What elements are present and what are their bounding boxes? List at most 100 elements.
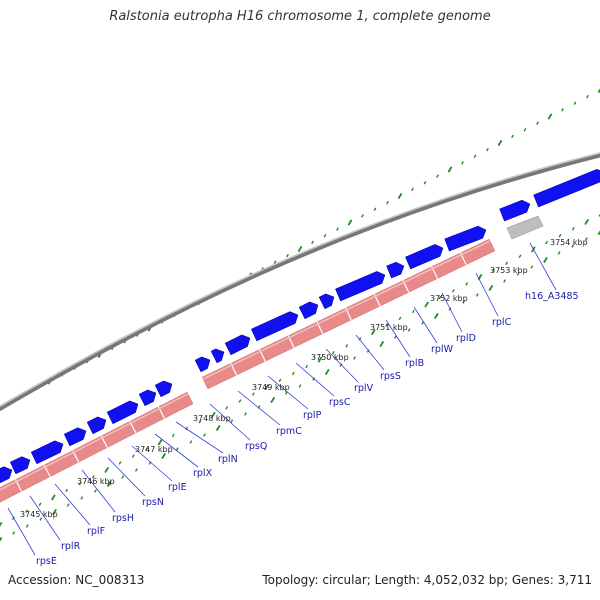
tick-mark: [185, 426, 189, 431]
gene-label-rplR[interactable]: rplR: [61, 541, 81, 552]
gene-label-rpsH[interactable]: rpsH: [112, 513, 134, 524]
tick-mark: [94, 489, 97, 493]
gene-label-rplE[interactable]: rplE: [168, 482, 187, 493]
gene-label-h16-A3485[interactable]: h16_A3485: [525, 291, 579, 302]
tick-mark: [244, 412, 247, 416]
tick-mark: [157, 439, 163, 446]
gene-label-rpsN[interactable]: rpsN: [142, 497, 164, 508]
kbp-label-3751: 3751 kbp: [370, 323, 408, 332]
gene-label-rplX[interactable]: rplX: [193, 468, 213, 479]
forward-gene-arrow[interactable]: [9, 456, 31, 475]
gene-label-rpsC[interactable]: rpsC: [329, 397, 351, 408]
label-connector: [413, 306, 438, 344]
tick-mark: [411, 187, 414, 192]
gene-label-rplP[interactable]: rplP: [303, 410, 322, 421]
tick-mark: [39, 517, 43, 521]
tick-mark: [558, 233, 562, 238]
forward-gene-arrow[interactable]: [318, 293, 335, 310]
forward-gene-arrow[interactable]: [154, 380, 173, 398]
forward-gene-arrow[interactable]: [444, 225, 487, 252]
tick-mark: [189, 440, 193, 444]
forward-gene-arrow[interactable]: [499, 199, 531, 222]
tick-mark: [433, 312, 439, 320]
forward-gene-arrow[interactable]: [86, 416, 107, 435]
tick-mark: [145, 447, 149, 451]
gene-label-rplW[interactable]: rplW: [431, 344, 454, 355]
tick-mark: [324, 368, 330, 376]
forward-gene-arrow[interactable]: [405, 244, 444, 270]
forward-gene-arrow[interactable]: [250, 311, 299, 342]
chromosome-backbone: [0, 152, 600, 412]
forward-gene-arrow[interactable]: [210, 348, 225, 364]
kbp-label-3747: 3747 kbp: [135, 445, 173, 454]
tick-mark: [25, 509, 29, 513]
tick-mark: [52, 508, 57, 516]
forward-gene-arrow[interactable]: [298, 301, 319, 320]
gene-label-rpsE[interactable]: rpsE: [36, 556, 57, 567]
gene-highlight: [202, 240, 491, 380]
tick-mark: [598, 213, 600, 217]
gene-label-rpsS[interactable]: rpsS: [380, 371, 401, 382]
forward-gene-arrow[interactable]: [63, 427, 87, 447]
tick-mark: [385, 323, 389, 327]
gene-label-rplD[interactable]: rplD: [456, 333, 476, 344]
tick-mark: [491, 268, 495, 272]
gene-h16-A3485[interactable]: [506, 215, 544, 240]
forward-gene-arrow[interactable]: [30, 440, 64, 465]
tick-mark: [270, 396, 276, 404]
label-connector: [325, 348, 359, 383]
forward-gene-arrow[interactable]: [533, 168, 600, 208]
tick-mark: [347, 219, 353, 226]
tick-mark: [438, 295, 442, 300]
tick-mark: [366, 349, 370, 353]
forward-gene-arrow[interactable]: [224, 334, 251, 356]
tick-mark: [312, 377, 316, 381]
label-connector: [7, 507, 36, 556]
gene-label-rpsQ[interactable]: rpsQ: [245, 441, 267, 452]
kbp-label-3752: 3752 kbp: [430, 294, 468, 303]
gene-label-rpmC[interactable]: rpmC: [276, 426, 302, 437]
gene-highlight: [0, 393, 189, 491]
tick-mark: [584, 237, 588, 241]
tick-mark: [386, 200, 389, 205]
tick-mark: [398, 316, 402, 321]
tick-mark: [238, 399, 242, 403]
tick-mark: [497, 139, 503, 147]
forward-gene-arrow[interactable]: [138, 389, 157, 407]
kbp-label-3750: 3750 kbp: [311, 353, 349, 362]
kbp-label-3749: 3749 kbp: [252, 383, 290, 392]
forward-gene-arrow[interactable]: [0, 466, 13, 484]
forward-gene-arrow[interactable]: [335, 271, 386, 302]
tick-mark: [573, 101, 577, 105]
tick-mark: [106, 480, 112, 488]
tick-mark: [339, 363, 343, 367]
kbp-label-3748: 3748 kbp: [193, 414, 231, 423]
tick-mark: [561, 108, 564, 112]
forward-gene-arrow[interactable]: [194, 356, 211, 373]
tick-mark: [297, 245, 303, 253]
gene-label-rplV[interactable]: rplV: [354, 383, 374, 394]
tick-mark: [298, 384, 302, 388]
kbp-label-3754: 3754 kbp: [550, 238, 588, 247]
forward-gene-arrow[interactable]: [386, 261, 405, 279]
forward-gene-arrow[interactable]: [106, 400, 139, 425]
gene-label-rplC[interactable]: rplC: [492, 317, 512, 328]
tick-mark: [473, 154, 477, 158]
label-connector: [175, 421, 224, 454]
tick-mark: [461, 161, 464, 165]
gene-label-rplN[interactable]: rplN: [218, 454, 238, 465]
accession-text: Accession: NC_008313: [8, 573, 145, 587]
label-connector: [81, 469, 116, 513]
tick-mark: [523, 128, 527, 132]
reverse-strand-genes: [0, 238, 496, 506]
tick-mark: [38, 502, 42, 507]
label-connector: [154, 433, 199, 468]
tick-mark: [597, 88, 600, 94]
reverse-gene-band[interactable]: [0, 391, 194, 506]
tick-mark: [104, 466, 110, 473]
gene-label-rplF[interactable]: rplF: [87, 526, 105, 537]
gene-label-rplB[interactable]: rplB: [405, 358, 424, 369]
tick-mark: [91, 475, 95, 479]
tick-mark: [65, 488, 69, 493]
